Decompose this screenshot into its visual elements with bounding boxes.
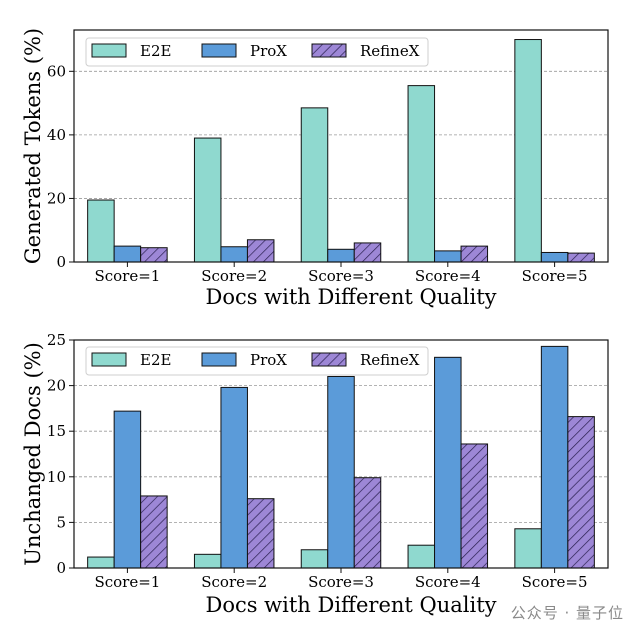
x-tick-label: Score=5 (522, 573, 588, 591)
legend-label-prox: ProX (250, 42, 287, 60)
x-tick-label: Score=3 (308, 573, 374, 591)
x-tick-label: Score=2 (201, 573, 267, 591)
y-tick-label: 10 (47, 468, 66, 486)
bar-prox (327, 375, 355, 569)
bar-e2e (87, 199, 115, 263)
y-tick-label: 0 (56, 253, 66, 271)
bar-refinex (353, 477, 382, 569)
bar-refinex (567, 416, 595, 569)
y-tick-label: 0 (56, 559, 66, 577)
y-axis-label: Unchanged Docs (%) (21, 342, 45, 566)
legend: E2E ProX RefineX (85, 346, 429, 376)
y-tick-label: 20 (47, 189, 66, 207)
chart-unchanged-docs: 0 5 10 15 20 25 Score=1 Score=2 Score=3 Score=4 Sc… (21, 331, 609, 617)
x-tick-label: Score=2 (201, 267, 267, 285)
bar-refinex (246, 239, 275, 263)
legend-swatch-prox (201, 43, 237, 58)
bar-prox (113, 410, 142, 569)
bar-refinex (460, 443, 489, 569)
watermark: 公众号 · 量子位 (510, 604, 624, 622)
bar-refinex (460, 245, 489, 263)
bar-refinex (246, 498, 275, 569)
bar-refinex (140, 495, 168, 569)
x-tick-label: Score=4 (415, 573, 481, 591)
x-axis-label: Docs with Different Quality (205, 593, 496, 617)
bar-e2e (87, 556, 115, 569)
bar-prox (540, 345, 569, 569)
bar-refinex (567, 252, 595, 263)
legend-swatch-refinex (311, 352, 347, 367)
y-tick-label: 5 (56, 513, 66, 531)
bar-e2e (514, 39, 542, 263)
legend-label-e2e: E2E (140, 42, 171, 60)
bar-refinex (140, 247, 168, 263)
x-tick-label: Score=4 (415, 267, 481, 285)
bar-e2e (407, 85, 436, 263)
bar-prox (220, 386, 248, 569)
chart-generated-tokens: 0 20 40 60 Score=1 Score=2 Score=3 Score=4 Score… (21, 28, 609, 309)
bar-prox (434, 250, 462, 263)
legend-swatch-prox (201, 352, 237, 367)
y-tick-label: 20 (47, 377, 66, 395)
y-tick-label: 25 (47, 331, 66, 349)
bar-e2e (300, 549, 329, 569)
bar-e2e (514, 528, 542, 569)
legend-swatch-refinex (311, 43, 347, 58)
legend-label-e2e: E2E (140, 351, 171, 369)
bar-prox (327, 248, 355, 263)
y-tick-label: 40 (47, 126, 66, 144)
y-axis-label: Generated Tokens (%) (21, 28, 45, 264)
bar-prox (540, 251, 569, 263)
bar-e2e (300, 107, 329, 263)
legend: E2E ProX RefineX (85, 37, 429, 67)
legend-label-prox: ProX (250, 351, 287, 369)
y-tick-label: 15 (47, 422, 66, 440)
legend-swatch-e2e (91, 43, 127, 58)
x-tick-label: Score=1 (94, 573, 160, 591)
x-axis-label: Docs with Different Quality (205, 285, 496, 309)
x-tick-label: Score=3 (308, 267, 374, 285)
bar-refinex (353, 242, 382, 263)
bar-e2e (193, 137, 222, 263)
x-tick-label: Score=1 (94, 267, 160, 285)
legend-label-refinex: RefineX (360, 42, 420, 60)
y-tick-label: 60 (47, 62, 66, 80)
bar-prox (220, 246, 248, 263)
x-tick-label: Score=5 (522, 267, 588, 285)
bar-e2e (193, 553, 222, 569)
legend-swatch-e2e (91, 352, 127, 367)
bar-prox (434, 356, 462, 569)
bar-prox (113, 245, 142, 263)
legend-label-refinex: RefineX (360, 351, 420, 369)
bar-e2e (407, 544, 436, 569)
